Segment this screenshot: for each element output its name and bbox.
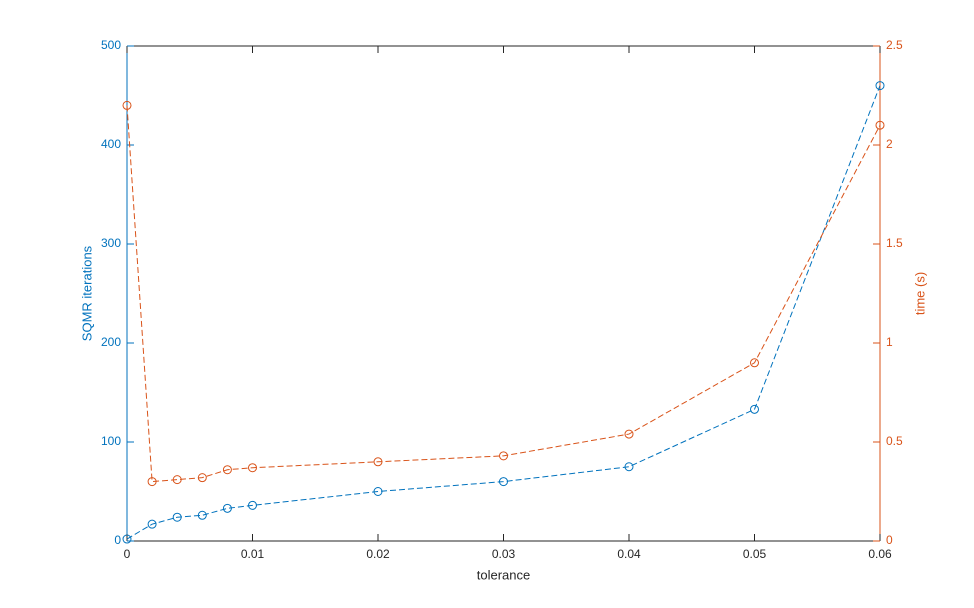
data-point [222,503,232,513]
y-tick-label: 500 [101,38,121,52]
y2-tick-label: 2.5 [886,38,903,52]
x-tick-label: 0.02 [366,547,390,561]
data-point [147,477,157,487]
x-tick-label: 0.03 [492,547,516,561]
y-tick-label: 200 [101,335,121,349]
data-point [499,477,508,487]
data-point [750,404,759,414]
y-tick-label: 100 [101,434,121,448]
data-point [172,512,182,522]
data-point [624,429,634,439]
data-point [750,358,759,368]
x-axis-label: tolerance [477,567,530,582]
x-tick-label: 0.06 [868,547,892,561]
data-point [222,465,232,475]
data-point [373,457,383,467]
series-line [126,105,881,483]
data-point [373,487,383,496]
y-tick-label: 400 [101,137,121,151]
data-point [875,120,885,130]
y2-tick-label: 2 [886,137,893,151]
data-point [197,510,207,520]
y-axis-label: SQMR iterations [79,245,94,341]
data-point [499,451,508,461]
y-tick-label: 0 [114,533,121,547]
data-point [122,534,132,544]
series-line [126,85,881,540]
x-tick-label: 0.01 [241,547,265,561]
data-point [172,475,182,485]
data-point [197,473,207,483]
y2-tick-label: 0 [886,533,893,547]
x-tick-label: 0.05 [743,547,767,561]
y2-tick-label: 1.5 [886,236,903,250]
y2-axis-label: time (s) [912,272,927,315]
data-point [248,463,257,473]
data-point [875,81,885,91]
data-point [624,462,634,472]
x-tick-label: 0 [124,547,131,561]
data-point [122,100,132,110]
y2-tick-label: 0.5 [886,434,903,448]
data-point [147,519,157,529]
y-tick-label: 300 [101,236,121,250]
data-point [248,500,257,510]
y2-tick-label: 1 [886,335,893,349]
x-tick-label: 0.04 [617,547,641,561]
